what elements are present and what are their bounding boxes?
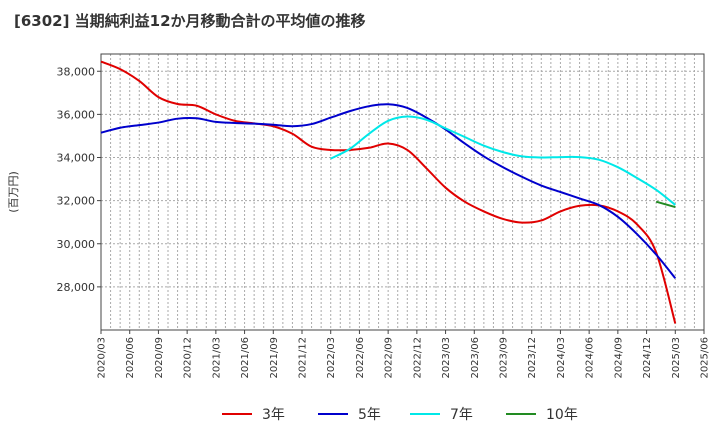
x-tick-label: 2020/09 [154,337,165,379]
x-tick-label: 2024/06 [585,337,596,379]
x-tick-label: 2021/03 [211,337,222,379]
x-tick-label: 2022/03 [326,337,337,379]
x-tick-label: 2023/06 [470,337,481,379]
grid-lines [101,54,704,330]
series-line-1 [100,60,677,324]
series-line-2 [100,103,677,279]
x-tick-label: 2022/09 [384,337,395,379]
y-tick-label: 36,000 [57,108,96,121]
y-tick-label: 34,000 [57,152,96,165]
x-tick-label: 2021/12 [298,337,309,379]
series-lines [100,60,677,324]
chart-title: [6302] 当期純利益12か月移動合計の平均値の推移 [14,12,366,30]
series-line-4 [655,200,676,209]
x-tick-label: 2024/09 [613,337,624,379]
x-tick-label: 2021/06 [240,337,251,379]
legend-label: 5年 [358,407,381,423]
y-axis-label: (百万円) [7,171,20,213]
y-tick-label: 28,000 [57,281,96,294]
x-tick-label: 2025/06 [700,337,711,379]
legend-label: 7年 [450,407,473,423]
x-tick-label: 2021/09 [269,337,280,379]
x-tick-label: 2024/12 [642,337,653,379]
x-tick-label: 2025/03 [671,337,682,379]
y-tick-label: 30,000 [57,238,96,251]
legend-label: 3年 [262,407,285,423]
plot-frame [100,53,705,331]
x-tick-label: 2023/12 [527,337,538,379]
legend: 3年 5年 7年 10年 [222,407,578,423]
x-tick-label: 2020/03 [97,337,108,379]
y-tick-label: 32,000 [57,195,96,208]
legend-label: 10年 [546,407,578,423]
y-axis: 28,000 30,000 32,000 34,000 36,000 38,000 [57,65,101,294]
x-tick-label: 2023/09 [499,337,510,379]
x-tick-label: 2024/03 [556,337,567,379]
series-line-3 [330,115,676,206]
x-tick-label: 2023/03 [441,337,452,379]
x-tick-label: 2022/06 [355,337,366,379]
y-tick-label: 38,000 [57,65,96,78]
x-axis: 2020/03 2020/06 2020/09 2020/12 2021/03 2021/… [97,330,711,379]
x-tick-label: 2020/12 [183,337,194,379]
x-tick-label: 2020/06 [125,337,136,379]
x-tick-label: 2022/12 [412,337,423,379]
